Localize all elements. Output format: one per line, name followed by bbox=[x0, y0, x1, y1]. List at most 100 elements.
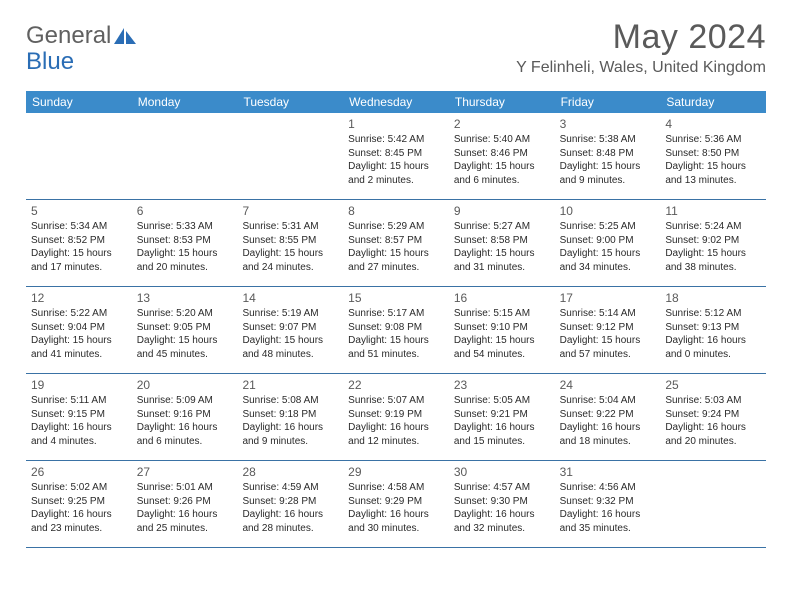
daylight-line: Daylight: 15 hours and 41 minutes. bbox=[31, 334, 127, 361]
logo-text-blue: Blue bbox=[26, 48, 74, 76]
daylight-line: Daylight: 16 hours and 28 minutes. bbox=[242, 508, 338, 535]
sunrise-line: Sunrise: 5:07 AM bbox=[348, 394, 444, 408]
weeks-container: 1Sunrise: 5:42 AMSunset: 8:45 PMDaylight… bbox=[26, 113, 766, 548]
day-cell: 28Sunrise: 4:59 AMSunset: 9:28 PMDayligh… bbox=[237, 461, 343, 547]
sunset-line: Sunset: 9:25 PM bbox=[31, 495, 127, 509]
day-cell: 22Sunrise: 5:07 AMSunset: 9:19 PMDayligh… bbox=[343, 374, 449, 460]
daylight-line: Daylight: 16 hours and 12 minutes. bbox=[348, 421, 444, 448]
day-number: 1 bbox=[348, 116, 444, 132]
location-text: Y Felinheli, Wales, United Kingdom bbox=[516, 59, 766, 77]
sunrise-line: Sunrise: 5:11 AM bbox=[31, 394, 127, 408]
day-number: 27 bbox=[137, 464, 233, 480]
sunrise-line: Sunrise: 5:14 AM bbox=[560, 307, 656, 321]
day-header-cell: Friday bbox=[555, 91, 661, 113]
day-cell: 11Sunrise: 5:24 AMSunset: 9:02 PMDayligh… bbox=[660, 200, 766, 286]
sunrise-line: Sunrise: 5:01 AM bbox=[137, 481, 233, 495]
day-cell: 1Sunrise: 5:42 AMSunset: 8:45 PMDaylight… bbox=[343, 113, 449, 199]
sunrise-line: Sunrise: 5:04 AM bbox=[560, 394, 656, 408]
sunset-line: Sunset: 8:55 PM bbox=[242, 234, 338, 248]
sunrise-line: Sunrise: 5:05 AM bbox=[454, 394, 550, 408]
daylight-line: Daylight: 16 hours and 15 minutes. bbox=[454, 421, 550, 448]
day-header-cell: Tuesday bbox=[237, 91, 343, 113]
sunset-line: Sunset: 8:58 PM bbox=[454, 234, 550, 248]
day-number: 9 bbox=[454, 203, 550, 219]
sunset-line: Sunset: 9:26 PM bbox=[137, 495, 233, 509]
sunset-line: Sunset: 9:15 PM bbox=[31, 408, 127, 422]
sunrise-line: Sunrise: 5:12 AM bbox=[665, 307, 761, 321]
daylight-line: Daylight: 15 hours and 13 minutes. bbox=[665, 160, 761, 187]
daylight-line: Daylight: 15 hours and 9 minutes. bbox=[560, 160, 656, 187]
day-cell bbox=[237, 113, 343, 199]
day-number: 11 bbox=[665, 203, 761, 219]
sunset-line: Sunset: 9:24 PM bbox=[665, 408, 761, 422]
sunrise-line: Sunrise: 5:08 AM bbox=[242, 394, 338, 408]
sunrise-line: Sunrise: 5:20 AM bbox=[137, 307, 233, 321]
sunrise-line: Sunrise: 5:22 AM bbox=[31, 307, 127, 321]
day-number: 30 bbox=[454, 464, 550, 480]
sunrise-line: Sunrise: 5:33 AM bbox=[137, 220, 233, 234]
header: General May 2024 Y Felinheli, Wales, Uni… bbox=[0, 0, 792, 79]
day-number: 31 bbox=[560, 464, 656, 480]
sunset-line: Sunset: 9:12 PM bbox=[560, 321, 656, 335]
daylight-line: Daylight: 16 hours and 9 minutes. bbox=[242, 421, 338, 448]
day-cell: 25Sunrise: 5:03 AMSunset: 9:24 PMDayligh… bbox=[660, 374, 766, 460]
week-row: 1Sunrise: 5:42 AMSunset: 8:45 PMDaylight… bbox=[26, 113, 766, 200]
day-number: 10 bbox=[560, 203, 656, 219]
day-cell: 24Sunrise: 5:04 AMSunset: 9:22 PMDayligh… bbox=[555, 374, 661, 460]
day-number: 22 bbox=[348, 377, 444, 393]
daylight-line: Daylight: 16 hours and 0 minutes. bbox=[665, 334, 761, 361]
day-header-cell: Saturday bbox=[660, 91, 766, 113]
daylight-line: Daylight: 15 hours and 38 minutes. bbox=[665, 247, 761, 274]
day-cell: 20Sunrise: 5:09 AMSunset: 9:16 PMDayligh… bbox=[132, 374, 238, 460]
sunset-line: Sunset: 9:04 PM bbox=[31, 321, 127, 335]
sunset-line: Sunset: 8:52 PM bbox=[31, 234, 127, 248]
sunset-line: Sunset: 9:29 PM bbox=[348, 495, 444, 509]
day-number: 21 bbox=[242, 377, 338, 393]
sunrise-line: Sunrise: 4:58 AM bbox=[348, 481, 444, 495]
day-cell: 17Sunrise: 5:14 AMSunset: 9:12 PMDayligh… bbox=[555, 287, 661, 373]
daylight-line: Daylight: 15 hours and 31 minutes. bbox=[454, 247, 550, 274]
daylight-line: Daylight: 16 hours and 35 minutes. bbox=[560, 508, 656, 535]
sunset-line: Sunset: 9:16 PM bbox=[137, 408, 233, 422]
week-row: 5Sunrise: 5:34 AMSunset: 8:52 PMDaylight… bbox=[26, 200, 766, 287]
daylight-line: Daylight: 16 hours and 6 minutes. bbox=[137, 421, 233, 448]
day-header-cell: Wednesday bbox=[343, 91, 449, 113]
daylight-line: Daylight: 15 hours and 48 minutes. bbox=[242, 334, 338, 361]
day-cell: 9Sunrise: 5:27 AMSunset: 8:58 PMDaylight… bbox=[449, 200, 555, 286]
sunset-line: Sunset: 9:00 PM bbox=[560, 234, 656, 248]
day-number: 20 bbox=[137, 377, 233, 393]
sunset-line: Sunset: 9:22 PM bbox=[560, 408, 656, 422]
sunrise-line: Sunrise: 5:24 AM bbox=[665, 220, 761, 234]
daylight-line: Daylight: 16 hours and 18 minutes. bbox=[560, 421, 656, 448]
day-cell: 13Sunrise: 5:20 AMSunset: 9:05 PMDayligh… bbox=[132, 287, 238, 373]
day-number: 5 bbox=[31, 203, 127, 219]
day-header-cell: Thursday bbox=[449, 91, 555, 113]
day-cell: 19Sunrise: 5:11 AMSunset: 9:15 PMDayligh… bbox=[26, 374, 132, 460]
day-cell bbox=[660, 461, 766, 547]
day-cell: 12Sunrise: 5:22 AMSunset: 9:04 PMDayligh… bbox=[26, 287, 132, 373]
daylight-line: Daylight: 16 hours and 20 minutes. bbox=[665, 421, 761, 448]
title-block: May 2024 Y Felinheli, Wales, United King… bbox=[516, 18, 766, 77]
sunset-line: Sunset: 9:07 PM bbox=[242, 321, 338, 335]
daylight-line: Daylight: 15 hours and 45 minutes. bbox=[137, 334, 233, 361]
daylight-line: Daylight: 15 hours and 20 minutes. bbox=[137, 247, 233, 274]
day-number: 25 bbox=[665, 377, 761, 393]
day-number: 13 bbox=[137, 290, 233, 306]
day-number: 6 bbox=[137, 203, 233, 219]
month-title: May 2024 bbox=[516, 18, 766, 57]
day-number: 17 bbox=[560, 290, 656, 306]
day-cell: 29Sunrise: 4:58 AMSunset: 9:29 PMDayligh… bbox=[343, 461, 449, 547]
day-number: 16 bbox=[454, 290, 550, 306]
sunset-line: Sunset: 9:18 PM bbox=[242, 408, 338, 422]
day-cell bbox=[26, 113, 132, 199]
sunset-line: Sunset: 9:13 PM bbox=[665, 321, 761, 335]
day-cell: 31Sunrise: 4:56 AMSunset: 9:32 PMDayligh… bbox=[555, 461, 661, 547]
day-cell: 27Sunrise: 5:01 AMSunset: 9:26 PMDayligh… bbox=[132, 461, 238, 547]
sunset-line: Sunset: 8:45 PM bbox=[348, 147, 444, 161]
day-number: 4 bbox=[665, 116, 761, 132]
day-number: 18 bbox=[665, 290, 761, 306]
sunset-line: Sunset: 9:10 PM bbox=[454, 321, 550, 335]
week-row: 26Sunrise: 5:02 AMSunset: 9:25 PMDayligh… bbox=[26, 461, 766, 548]
daylight-line: Daylight: 15 hours and 6 minutes. bbox=[454, 160, 550, 187]
logo-text-general: General bbox=[26, 22, 111, 50]
